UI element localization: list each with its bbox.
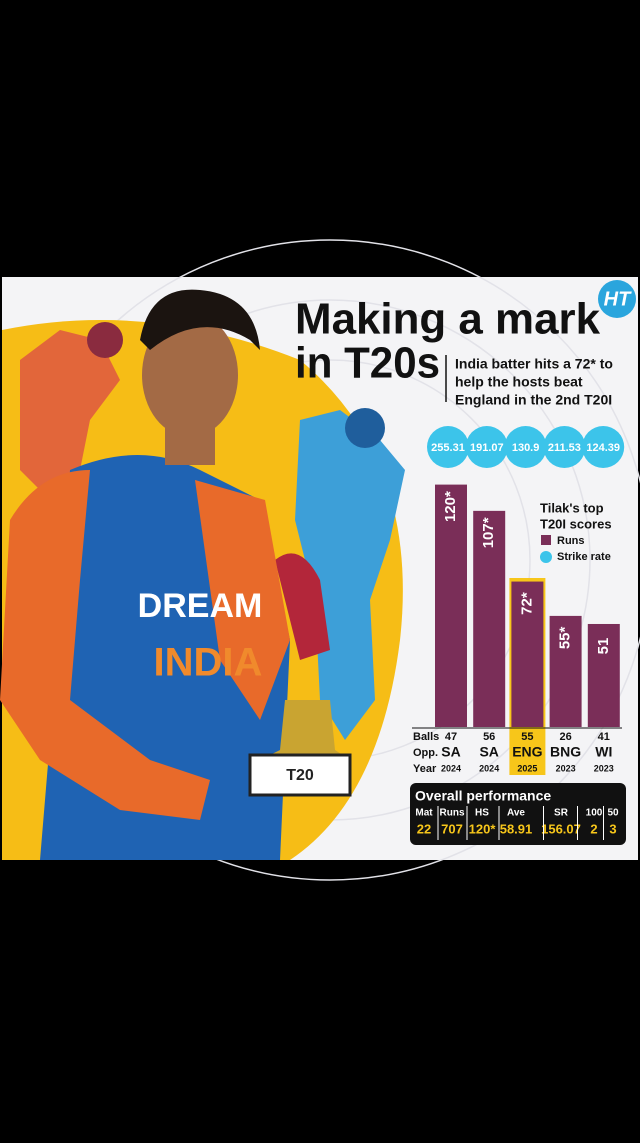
value-label: 55* (557, 626, 574, 649)
overall-value: 707 (441, 821, 463, 836)
balls-value: 56 (483, 731, 495, 743)
subtitle: help the hosts beat (455, 374, 583, 390)
value-label: 107* (480, 517, 497, 548)
strike-rate-label: 211.53 (548, 442, 581, 454)
year-value: 2025 (517, 763, 537, 773)
strike-rate-label: 191.07 (470, 442, 504, 454)
row-label: Year (413, 763, 437, 775)
legend-swatch (541, 535, 551, 545)
strike-rate-dot (582, 426, 625, 468)
year-value: 2024 (441, 763, 461, 773)
year-value: 2023 (556, 763, 576, 773)
x-tick-label: ENG (512, 744, 542, 760)
strike-rate-label: 130.9 (512, 442, 540, 454)
legend-swatch (540, 551, 552, 563)
overall-box (410, 783, 626, 845)
value-label: 120* (442, 491, 459, 522)
overall-value: 156.07 (541, 821, 581, 836)
value-label: 72* (518, 592, 535, 615)
overall-value: 2 (590, 821, 597, 836)
subtitle: England in the 2nd T20I (455, 392, 612, 408)
trophy-text: T20 (286, 767, 314, 784)
strike-rate-dot (504, 426, 547, 468)
jersey-text: DREAM (138, 587, 263, 625)
legend-title: Tilak's top (540, 500, 604, 515)
strike-rate-dot (427, 426, 469, 468)
bar (435, 484, 467, 727)
legend-title: T20I scores (540, 516, 612, 531)
row-label: Balls (413, 731, 439, 743)
bar (587, 623, 620, 727)
row-label: Opp. (413, 747, 438, 759)
strike-rate-label: 255.31 (431, 442, 465, 454)
overall-value: 120* (469, 821, 497, 836)
bar (473, 510, 506, 727)
subtitle: India batter hits a 72* to (455, 356, 613, 372)
legend-label: Runs (557, 535, 585, 547)
player-photo: DREAM INDIA T20 (0, 289, 405, 860)
overall-header: Ave (507, 808, 525, 819)
legend-label: Strike rate (557, 551, 611, 563)
value-label: 51 (595, 638, 612, 655)
balls-value: 47 (445, 731, 457, 743)
title: in T20s (295, 339, 440, 388)
strike-rate-label: 124.39 (586, 442, 620, 454)
strike-rate-dot (543, 426, 586, 468)
x-tick-label: SA (479, 744, 498, 760)
overall-header: Mat (415, 808, 433, 819)
overall-header: SR (554, 808, 569, 819)
overall-title: Overall performance (415, 788, 551, 804)
legend: Runs Strike rate (540, 535, 611, 563)
overall-header: 100 (586, 808, 603, 819)
balls-value: 26 (559, 731, 571, 743)
overall-value: 58.91 (500, 821, 533, 836)
overall-header: 50 (607, 808, 619, 819)
x-tick-label: WI (595, 744, 612, 760)
x-tick-label: SA (441, 744, 460, 760)
bar (549, 615, 582, 727)
jersey-text: INDIA (154, 641, 263, 685)
overall-value: 3 (609, 821, 616, 836)
title: Making a mark (295, 295, 601, 344)
overall-value: 22 (417, 821, 431, 836)
x-tick-label: BNG (550, 744, 581, 760)
strike-rate-dot (465, 426, 508, 468)
overall-header: Runs (440, 808, 465, 819)
logo-text: HT (604, 288, 632, 310)
bar (511, 581, 544, 727)
overall-header: HS (475, 808, 489, 819)
year-value: 2023 (594, 763, 614, 773)
balls-value: 55 (521, 731, 533, 743)
year-value: 2024 (479, 763, 499, 773)
logo (598, 280, 636, 318)
balls-value: 41 (598, 731, 610, 743)
